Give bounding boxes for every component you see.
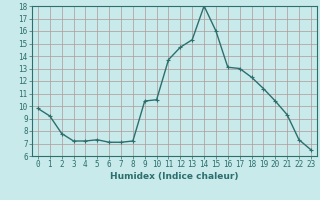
X-axis label: Humidex (Indice chaleur): Humidex (Indice chaleur)	[110, 172, 239, 181]
